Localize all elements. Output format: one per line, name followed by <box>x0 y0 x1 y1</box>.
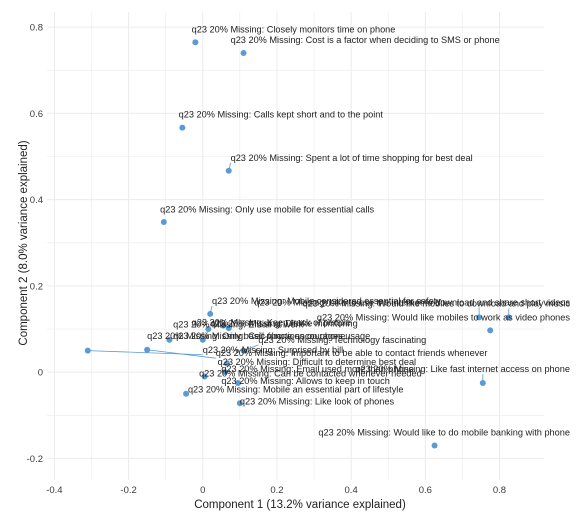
data-point <box>144 346 151 353</box>
point-label: q23 20% Missing: Keep track of people <box>192 318 351 328</box>
point-label: q23 20% Missing: Email at work <box>173 319 304 329</box>
data-points <box>84 39 512 449</box>
data-point <box>236 400 243 407</box>
leader-line <box>147 349 216 359</box>
data-point <box>240 347 247 354</box>
point-label: q23 20% Missing: Mobile an essential par… <box>188 384 404 394</box>
point-labels: q23 20% Missing: Closely monitors time o… <box>147 25 570 438</box>
y-axis-ticks: -0.2 0 0.2 0.4 0.6 0.8 <box>27 23 43 465</box>
y-tick-label: 0.6 <box>30 109 43 120</box>
point-label: q23 20% Missing: Like to use the interne… <box>254 297 570 307</box>
point-label: q23 20% Missing: Cell phone encourages u… <box>173 331 370 341</box>
data-point <box>205 326 212 333</box>
point-label: q23 20% Missing: Allows to keep in touch <box>221 376 390 386</box>
data-point <box>179 124 186 131</box>
point-label: q23 20% Missing: Closely monitors time o… <box>192 25 396 35</box>
point-label: q23 20% Missing: Would like mobiles to w… <box>317 312 571 322</box>
x-tick-label: -0.2 <box>120 485 136 496</box>
point-label: q23 20% Missing: Calls kept short and to… <box>179 110 384 120</box>
point-label: q23 20% Missing: Technology fascinating <box>258 335 426 345</box>
data-point <box>199 336 206 343</box>
data-point <box>201 373 208 380</box>
point-label: q23 20% Missing: Mobile considered essen… <box>212 296 441 306</box>
data-point <box>160 219 167 226</box>
data-point <box>225 167 232 174</box>
data-point <box>223 360 230 367</box>
point-label: q23 20% Missing: Would like mobiles to d… <box>303 299 571 309</box>
x-tick-label: 0.2 <box>270 485 283 496</box>
y-tick-label: 0.4 <box>30 195 43 206</box>
y-tick-label: 0.8 <box>30 23 43 34</box>
data-point <box>166 336 173 343</box>
data-point <box>84 347 91 354</box>
data-point <box>479 379 486 386</box>
x-tick-label: 0.8 <box>493 485 506 496</box>
data-point <box>476 314 483 321</box>
grid-lines <box>47 12 544 480</box>
point-label: q23 20% Missing: Only basic functions on… <box>147 331 345 341</box>
data-point <box>225 325 232 332</box>
point-label: q23 20% Missing: Dislike monitoring <box>210 318 358 328</box>
data-point <box>183 390 190 397</box>
point-label: q23 20% Missing: Difficult to determine … <box>218 357 417 367</box>
point-label: q23 20% Missing: Cost is a factor when d… <box>231 35 500 45</box>
x-tick-label: 0.6 <box>419 485 432 496</box>
data-point <box>505 314 512 321</box>
point-label: q23 20% Missing: Would like to do mobile… <box>318 428 570 438</box>
x-tick-label: 0.4 <box>345 485 358 496</box>
point-label: q23 20% Missing: Surprised by bill <box>203 345 343 355</box>
y-tick-label: 0 <box>38 368 43 379</box>
x-axis-ticks: -0.4 -0.2 0 0.2 0.4 0.6 0.8 <box>46 485 506 496</box>
data-point <box>207 310 214 317</box>
point-label: q23 20% Missing: Can be contacted whenev… <box>199 368 422 378</box>
point-label: q23 20% Missing: Email used more than ph… <box>221 364 414 374</box>
y-axis-title: Component 2 (8.0% variance explained) <box>18 140 30 345</box>
data-point <box>431 442 438 449</box>
point-label: q23 20% Missing: Like look of phones <box>240 397 395 407</box>
data-point <box>487 327 494 334</box>
y-tick-label: -0.2 <box>27 454 43 465</box>
data-point <box>192 39 199 46</box>
data-point <box>220 322 227 329</box>
point-label: q23 20% Missing: Only use mobile for ess… <box>160 205 374 215</box>
point-label: q23 20% Missing: Important to be able to… <box>216 348 488 358</box>
x-axis-title: Component 1 (13.2% variance explained) <box>194 499 406 511</box>
point-label: q23 20% Missing: Spent a lot of time sho… <box>231 153 473 163</box>
point-label: q23 20% Missing: Like fast internet acce… <box>355 364 570 374</box>
x-tick-label: 0 <box>200 485 205 496</box>
y-tick-label: 0.2 <box>30 281 43 292</box>
x-tick-label: -0.4 <box>46 485 62 496</box>
data-point <box>240 49 247 56</box>
data-point <box>235 379 242 386</box>
data-point <box>222 369 229 376</box>
